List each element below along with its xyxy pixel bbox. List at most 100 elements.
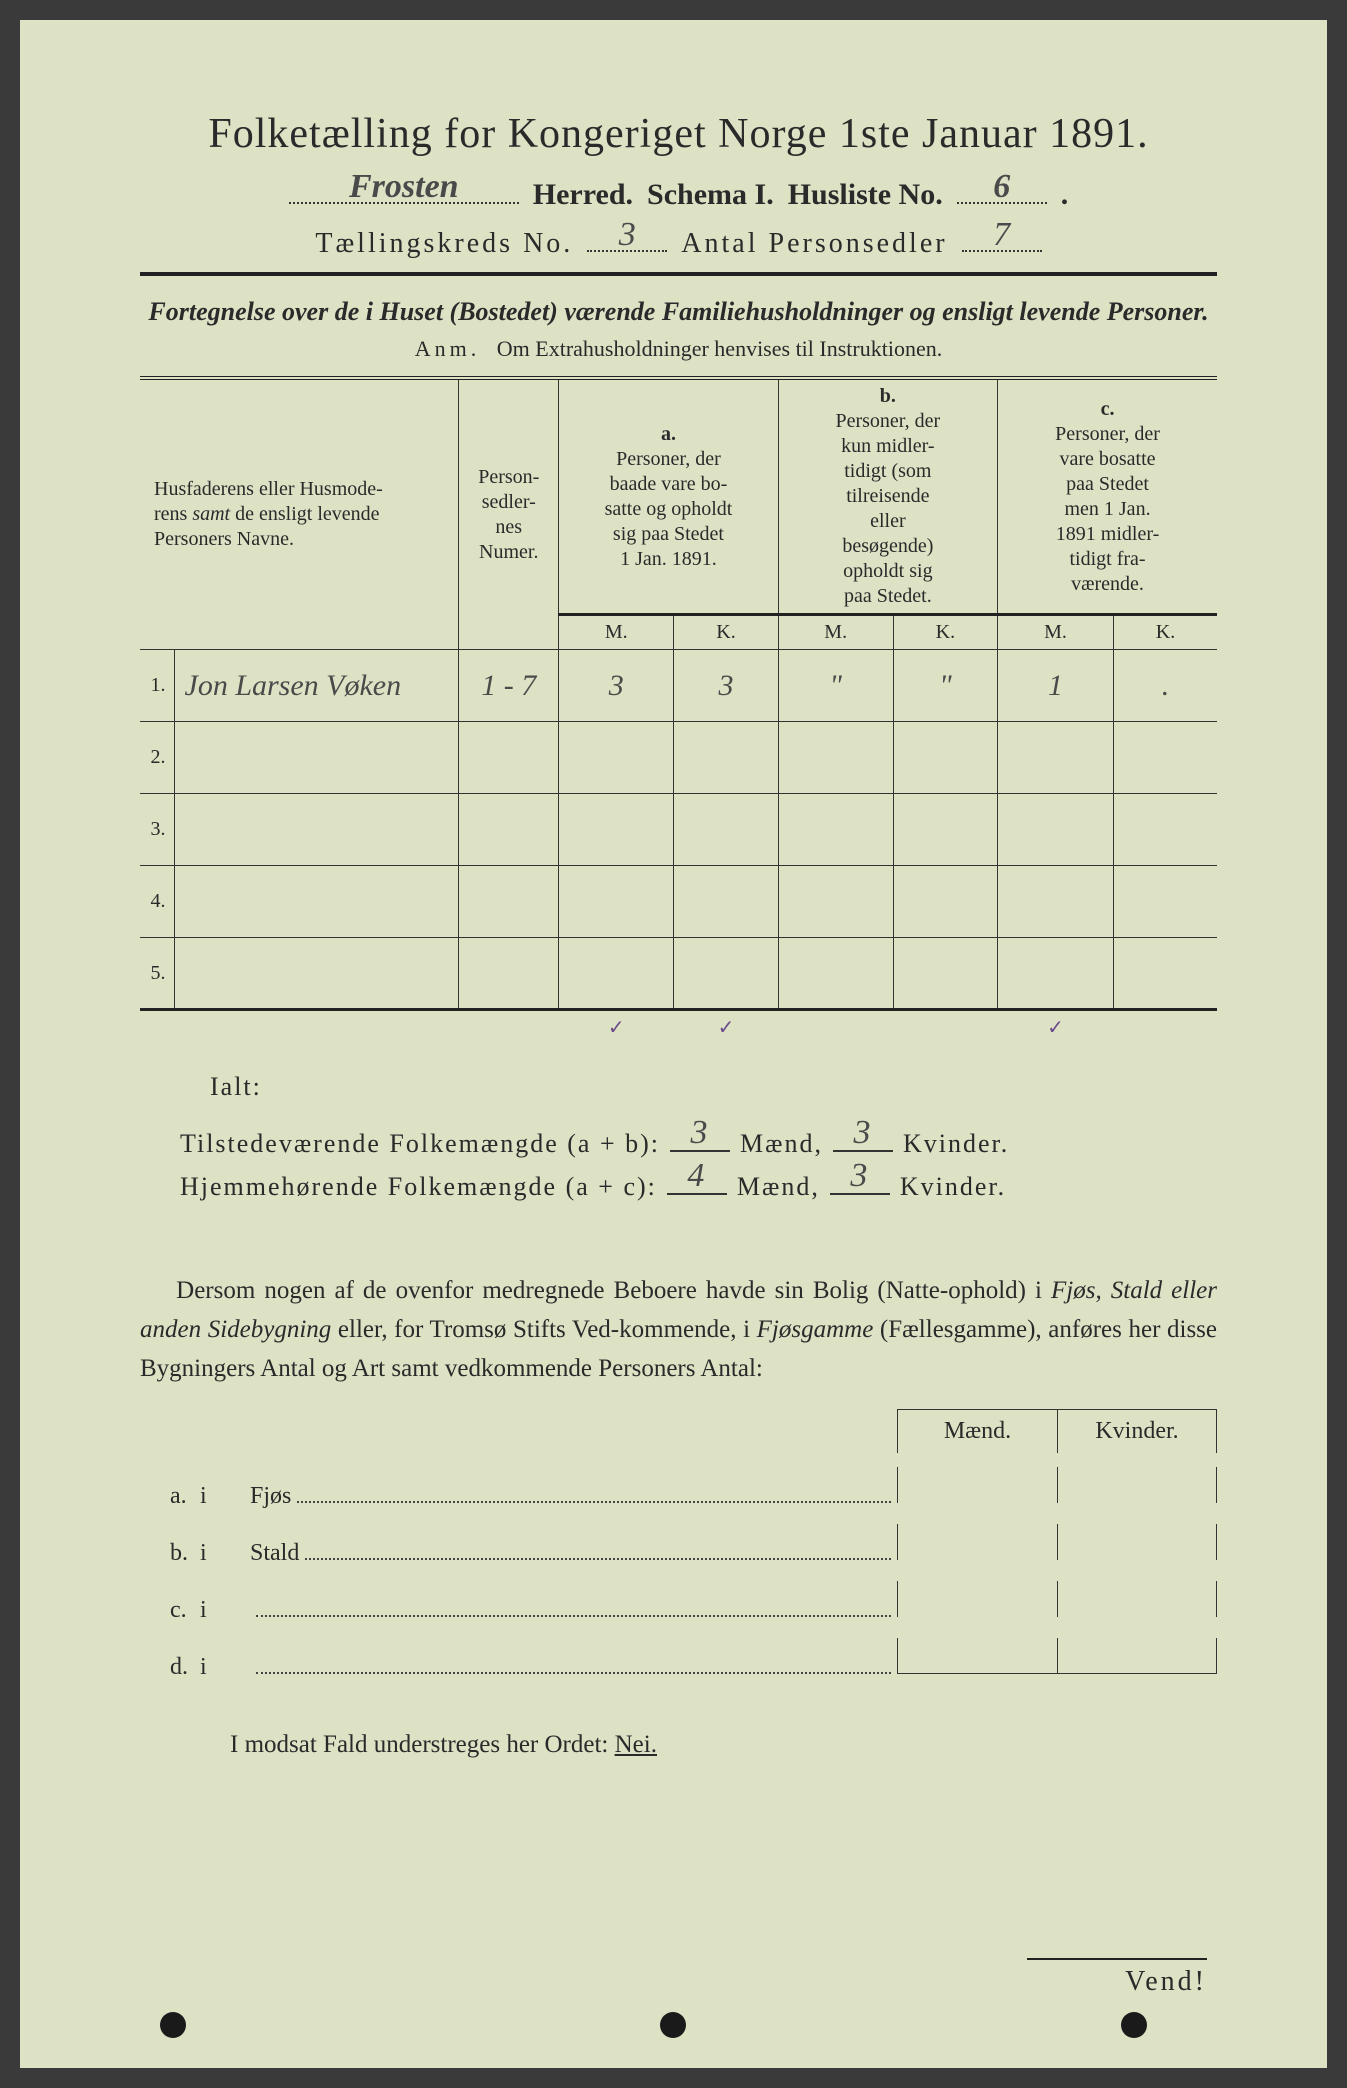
kvinder-header: Kvinder. (1057, 1409, 1217, 1453)
sublist: a. i Fjøs b. i Stald c. i d. i (140, 1467, 1217, 1681)
sum1-label: Tilstedeværende Folkemængde (a + b): (180, 1129, 660, 1159)
sub-cells (897, 1581, 1217, 1617)
check-row: ✓ ✓ ✓ (140, 1010, 1217, 1045)
sum1-k-field: 3 (833, 1122, 893, 1152)
check-a-m: ✓ (559, 1010, 674, 1045)
vend-label: Vend! (1027, 1958, 1207, 1998)
table-row: 5. (140, 938, 1217, 1010)
nei-line: I modsat Fald understreges her Ordet: Ne… (230, 1731, 1217, 1759)
kreds-label: Tællingskreds No. (315, 228, 573, 260)
nei-pre: I modsat Fald understreges her Ordet: (230, 1731, 608, 1758)
sublist-row: d. i (140, 1638, 1217, 1681)
sub-label: c. (140, 1597, 200, 1624)
header-line-2: Frosten Herred. Schema I. Husliste No. 6… (140, 176, 1217, 212)
nei-word: Nei. (615, 1731, 657, 1758)
col-personsedler-header: Person-sedler-nesNumer. (459, 378, 559, 650)
c-m-cell: 1 (998, 650, 1114, 722)
punch-hole (160, 2012, 186, 2038)
table-row: 3. (140, 794, 1217, 866)
sub-i: i (200, 1654, 250, 1681)
b-m-cell: " (778, 650, 893, 722)
c-text: Personer, dervare bosattepaa Stedetmen 1… (1055, 423, 1160, 595)
sub-label: a. (140, 1483, 200, 1510)
sum2-mlab: Mænd, (737, 1172, 820, 1202)
kreds-field: 3 (587, 224, 667, 252)
anm-line: Anm. Om Extrahusholdninger henvises til … (140, 336, 1217, 362)
sum1-k: 3 (853, 1114, 872, 1152)
herred-value: Frosten (349, 168, 459, 206)
name-value: Jon Larsen Vøken (185, 669, 402, 702)
sum1-klab: Kvinder. (903, 1129, 1009, 1159)
pers-cell: 1 - 7 (459, 650, 559, 722)
sum2-label: Hjemmehørende Folkemængde (a + c): (180, 1172, 657, 1202)
col-names-header: Husfaderens eller Husmode-rens samt de e… (140, 378, 459, 650)
punch-hole (660, 2012, 686, 2038)
sub-cells (897, 1467, 1217, 1503)
a-text: Personer, derbaade vare bo-satte og opho… (605, 448, 733, 570)
sub-label: b. (140, 1540, 200, 1567)
husliste-field: 6 (957, 176, 1047, 204)
row-num: 4. (140, 866, 174, 938)
sub-cells (897, 1638, 1217, 1674)
dots (256, 1601, 891, 1617)
sublist-row: c. i (140, 1581, 1217, 1624)
divider (140, 272, 1217, 276)
name-cell: Jon Larsen Vøken (174, 650, 459, 722)
b-m-header: M. (778, 615, 893, 650)
table-row: 1. Jon Larsen Vøken 1 - 7 3 3 " " 1 . (140, 650, 1217, 722)
sub-label: d. (140, 1654, 200, 1681)
sum1-mlab: Mænd, (740, 1129, 823, 1159)
sub-text: Stald (250, 1540, 299, 1567)
a-label: a. (661, 423, 676, 445)
col2-text: Person-sedler-nesNumer. (478, 466, 539, 563)
sum2-m-field: 4 (667, 1165, 727, 1195)
sum2-klab: Kvinder. (900, 1172, 1006, 1202)
sub-cells (897, 1524, 1217, 1560)
ialt-label: Ialt: (210, 1072, 1217, 1102)
check-a-k: ✓ (674, 1010, 778, 1045)
a-m-cell: 3 (559, 650, 674, 722)
punch-hole (1121, 2012, 1147, 2038)
a-k-header: K. (674, 615, 778, 650)
c-m-header: M. (998, 615, 1114, 650)
table-row: 2. (140, 722, 1217, 794)
check-c-m: ✓ (998, 1010, 1114, 1045)
sum1-m: 3 (691, 1114, 710, 1152)
dots (297, 1487, 891, 1503)
dots (305, 1544, 891, 1560)
col-b-header: b. Personer, derkun midler-tidigt (somti… (778, 378, 997, 615)
sum-line-2: Hjemmehørende Folkemængde (a + c): 4 Mæn… (180, 1165, 1217, 1202)
main-table: Husfaderens eller Husmode-rens samt de e… (140, 376, 1217, 1044)
sum2-k: 3 (850, 1157, 869, 1195)
antal-field: 7 (962, 224, 1042, 252)
anm-label: Anm. (415, 336, 481, 361)
antal-value: 7 (993, 216, 1010, 254)
row-num: 1. (140, 650, 174, 722)
sublist-row: b. i Stald (140, 1524, 1217, 1567)
paragraph: Dersom nogen af de ovenfor medregnede Be… (140, 1272, 1217, 1388)
sum2-k-field: 3 (830, 1165, 890, 1195)
col-c-header: c. Personer, dervare bosattepaa Stedetme… (998, 378, 1217, 615)
maend-header: Mænd. (897, 1409, 1057, 1453)
a-m-header: M. (559, 615, 674, 650)
b-k-cell: " (893, 650, 997, 722)
sub-i: i (200, 1483, 250, 1510)
c-k-header: K. (1113, 615, 1217, 650)
c-label: c. (1101, 398, 1115, 420)
sub-i: i (200, 1597, 250, 1624)
sum1-m-field: 3 (670, 1122, 730, 1152)
row-num: 2. (140, 722, 174, 794)
herred-field: Frosten (289, 176, 519, 204)
c-k-cell: . (1113, 650, 1217, 722)
dots (256, 1658, 891, 1674)
husliste-label: Husliste No. (788, 178, 943, 212)
page-title: Folketælling for Kongeriget Norge 1ste J… (140, 110, 1217, 158)
sum-line-1: Tilstedeværende Folkemængde (a + b): 3 M… (180, 1122, 1217, 1159)
mk-header: Mænd. Kvinder. (140, 1409, 1217, 1453)
a-k-cell: 3 (674, 650, 778, 722)
husliste-value: 6 (993, 168, 1010, 206)
sublist-row: a. i Fjøs (140, 1467, 1217, 1510)
table-row: 4. (140, 866, 1217, 938)
sum2-m: 4 (687, 1157, 706, 1195)
antal-label: Antal Personsedler (681, 228, 947, 260)
